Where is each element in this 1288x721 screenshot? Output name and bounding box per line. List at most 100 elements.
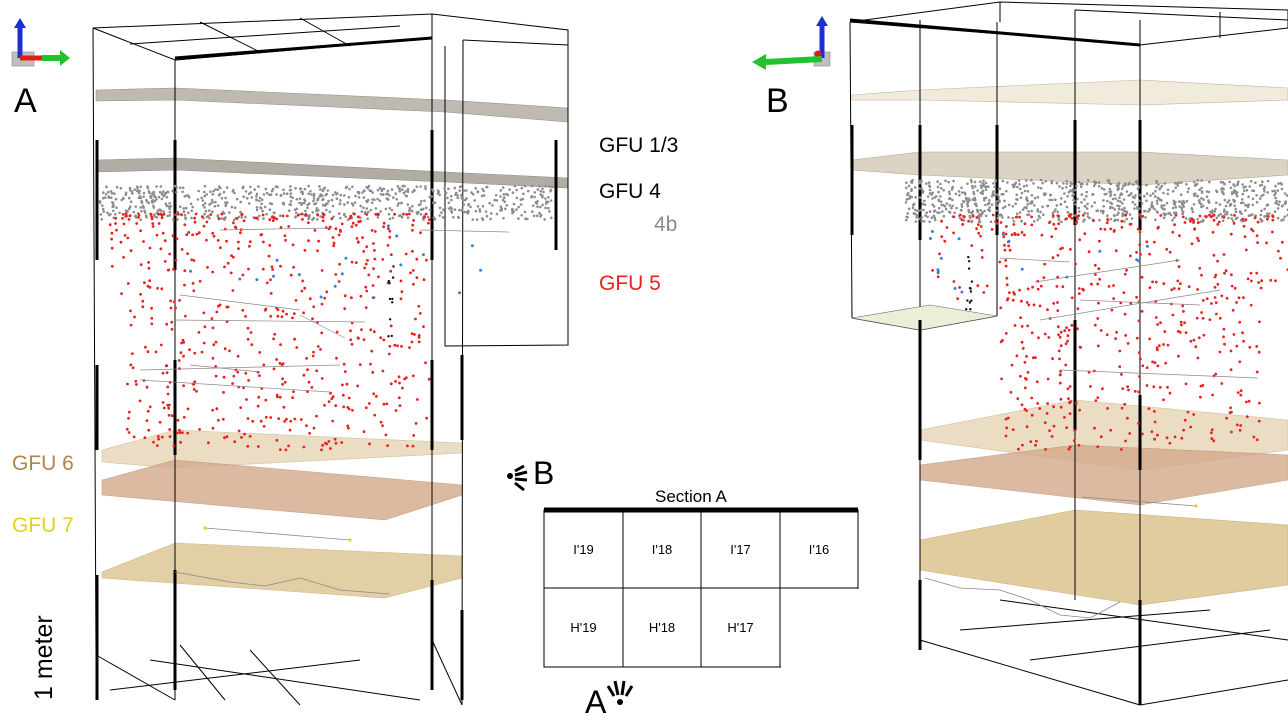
point-marker <box>201 351 204 354</box>
point-marker <box>951 205 954 208</box>
point-marker <box>965 308 967 310</box>
point-marker <box>1023 234 1026 237</box>
point-marker <box>294 187 297 190</box>
point-marker <box>485 186 488 189</box>
point-marker <box>1112 297 1115 300</box>
point-marker <box>1047 205 1050 208</box>
point-marker <box>258 200 261 203</box>
point-marker <box>446 197 449 200</box>
point-marker <box>974 181 977 184</box>
point-marker <box>291 396 294 399</box>
point-marker <box>1118 350 1121 353</box>
point-marker <box>1229 406 1232 409</box>
point-marker <box>102 208 105 211</box>
point-marker <box>283 406 286 409</box>
point-marker <box>1078 292 1081 295</box>
point-marker <box>539 193 542 196</box>
point-marker <box>1246 204 1249 207</box>
point-marker <box>983 199 986 202</box>
point-marker <box>1120 373 1123 376</box>
point-marker <box>1113 229 1116 232</box>
point-marker <box>1021 325 1024 328</box>
point-marker <box>544 207 547 210</box>
point-marker <box>1171 231 1174 234</box>
point-marker <box>269 416 272 419</box>
point-marker <box>539 206 542 209</box>
point-marker <box>224 197 227 200</box>
point-marker <box>301 280 304 283</box>
point-marker <box>1243 190 1246 193</box>
point-marker <box>1006 277 1009 280</box>
point-marker <box>1193 193 1196 196</box>
point-marker <box>1061 285 1064 288</box>
point-marker <box>1005 225 1008 228</box>
point-marker <box>1149 194 1152 197</box>
point-marker <box>349 329 352 332</box>
point-marker <box>382 370 385 373</box>
point-marker <box>427 216 430 219</box>
point-marker <box>129 189 132 192</box>
point-marker <box>1044 448 1047 451</box>
point-marker <box>143 281 146 284</box>
point-marker <box>918 187 921 190</box>
point-marker <box>290 192 293 195</box>
point-marker <box>1274 210 1277 213</box>
point-marker <box>1039 211 1042 214</box>
point-marker <box>1214 286 1217 289</box>
point-marker <box>1185 217 1188 220</box>
point-marker <box>129 187 132 190</box>
point-marker <box>387 227 390 230</box>
point-marker <box>1266 213 1269 216</box>
point-marker <box>1174 186 1177 189</box>
point-marker <box>355 224 358 227</box>
point-marker <box>1013 220 1016 223</box>
point-marker <box>1018 183 1021 186</box>
point-marker <box>396 198 399 201</box>
point-marker <box>1137 228 1140 231</box>
point-marker <box>111 232 114 235</box>
point-marker <box>173 444 176 447</box>
point-marker <box>1182 310 1185 313</box>
point-marker <box>994 186 997 189</box>
point-marker <box>1060 203 1063 206</box>
point-marker <box>296 198 299 201</box>
point-marker <box>987 203 990 206</box>
point-marker <box>388 213 391 216</box>
point-marker <box>1201 190 1204 193</box>
point-marker <box>363 196 366 199</box>
point-marker <box>1125 218 1128 221</box>
point-marker <box>312 200 315 203</box>
point-marker <box>1059 382 1062 385</box>
point-marker <box>328 400 331 403</box>
point-marker <box>1111 309 1114 312</box>
point-marker <box>912 207 915 210</box>
point-marker <box>1035 440 1038 443</box>
point-marker <box>1135 296 1138 299</box>
point-marker <box>1163 330 1166 333</box>
point-marker <box>139 400 142 403</box>
point-marker <box>166 404 169 407</box>
point-marker <box>1277 182 1280 185</box>
point-marker <box>1200 179 1203 182</box>
point-marker <box>372 296 375 299</box>
point-marker <box>316 218 319 221</box>
point-marker <box>358 191 361 194</box>
point-marker <box>373 249 376 252</box>
point-marker <box>1034 197 1037 200</box>
point-marker <box>1040 187 1043 190</box>
point-marker <box>275 193 278 196</box>
point-marker <box>390 382 393 385</box>
point-marker <box>1101 187 1104 190</box>
point-marker <box>1223 328 1226 331</box>
point-marker <box>1024 190 1027 193</box>
point-marker <box>1114 197 1117 200</box>
point-marker <box>1017 233 1020 236</box>
point-marker <box>933 215 936 218</box>
point-marker <box>1267 180 1270 183</box>
point-marker <box>1153 241 1156 244</box>
point-marker <box>319 215 322 218</box>
point-marker <box>1258 320 1261 323</box>
point-marker <box>1056 301 1059 304</box>
point-marker <box>491 204 494 207</box>
point-marker <box>221 197 224 200</box>
